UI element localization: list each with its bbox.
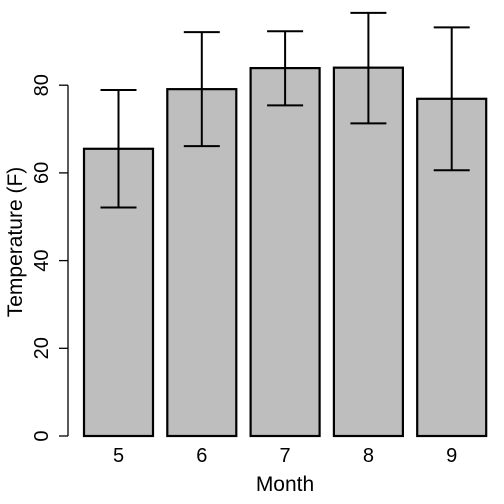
y-axis: 0 20 40 60 80 <box>31 74 69 442</box>
y-tick-label: 20 <box>31 337 53 359</box>
y-tick-label: 40 <box>31 249 53 271</box>
bar-month-8 <box>332 66 404 438</box>
y-tick-label: 0 <box>31 430 53 441</box>
y-tick-label: 80 <box>31 74 53 96</box>
x-tick-label: 6 <box>196 445 207 467</box>
y-axis-title: Temperature (F) <box>4 167 27 318</box>
x-tick-label: 7 <box>280 445 291 467</box>
x-tick-label: 9 <box>446 445 457 467</box>
bars <box>82 66 488 438</box>
x-tick-labels: 5 6 7 8 9 <box>113 445 457 467</box>
x-tick-label: 8 <box>363 445 374 467</box>
x-axis-title: Month <box>256 473 314 496</box>
error-bars <box>100 11 470 209</box>
bar-month-7 <box>249 66 321 438</box>
y-tick-label: 60 <box>31 162 53 184</box>
x-tick-label: 5 <box>113 445 124 467</box>
